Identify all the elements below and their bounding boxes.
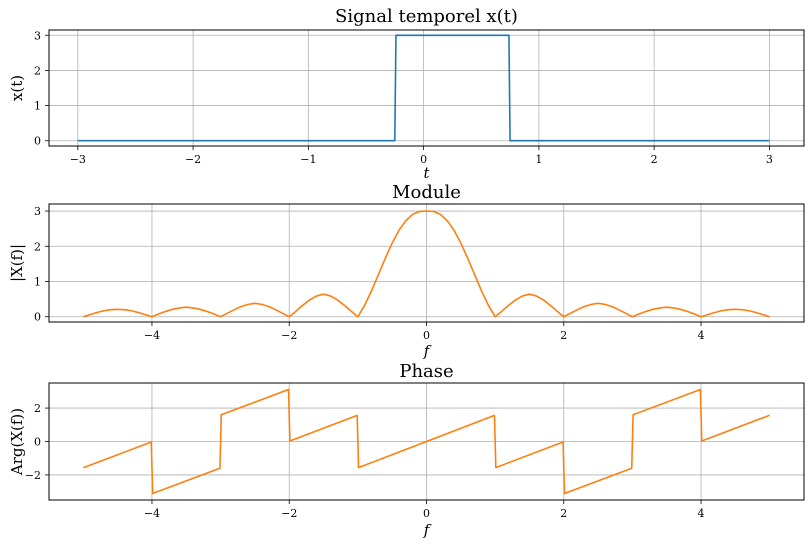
x-tick-label: 3 [766, 153, 773, 166]
x-tick-label: −2 [281, 507, 297, 520]
x-tick-label: 2 [560, 329, 567, 342]
x-tick-label: −2 [185, 153, 201, 166]
y-tick-label: 0 [34, 135, 41, 148]
x-tick-label: 1 [535, 153, 542, 166]
y-axis-label: Arg(X(f)) [8, 408, 26, 476]
chart-title: Module [392, 182, 461, 203]
x-axis-label: f [423, 342, 432, 360]
y-tick-label: 1 [34, 100, 41, 113]
x-tick-label: −4 [144, 507, 160, 520]
x-axis-label: f [423, 521, 432, 539]
series-line [83, 210, 770, 318]
x-tick-label: 0 [423, 329, 430, 342]
x-tick-label: 4 [698, 507, 705, 520]
x-tick-label: −3 [70, 153, 86, 166]
y-tick-label: 3 [34, 29, 41, 42]
x-tick-label: 0 [423, 507, 430, 520]
y-tick-label: 3 [34, 205, 41, 218]
y-tick-label: 0 [34, 436, 41, 449]
y-axis-label: |X(f)| [8, 244, 26, 282]
y-axis-label: x(t) [8, 75, 26, 101]
x-tick-label: 4 [698, 329, 705, 342]
x-tick-label: 2 [651, 153, 658, 166]
axes-frame [48, 29, 805, 147]
chart-title: Signal temporel x(t) [335, 6, 518, 27]
subplot-signal-temporel: −3 −2 −1 0 1 2 3 0 1 2 3 Signal temporel x(t) t x(t) [8, 6, 805, 182]
x-tick-label: −4 [144, 329, 160, 342]
y-tick-label: 2 [34, 64, 41, 77]
x-tick-label: −1 [300, 153, 316, 166]
x-tick-label: 2 [560, 507, 567, 520]
y-tick-label: 2 [34, 240, 41, 253]
y-tick-label: 2 [34, 402, 41, 415]
series-line [83, 388, 770, 495]
y-tick-label: 0 [34, 311, 41, 324]
subplot-phase: −4 −2 0 2 4 −2 0 2 Phase f Arg(X(f)) [8, 361, 805, 539]
subplot-module: −4 −2 0 2 4 0 1 2 3 Module f |X(f)| [8, 182, 805, 360]
chart-title: Phase [399, 361, 453, 382]
x-axis-label: t [423, 164, 430, 182]
series-line [77, 34, 770, 142]
x-tick-label: 0 [420, 153, 427, 166]
x-tick-label: −2 [281, 329, 297, 342]
y-tick-label: 1 [34, 275, 41, 288]
y-tick-label: −2 [25, 469, 41, 482]
